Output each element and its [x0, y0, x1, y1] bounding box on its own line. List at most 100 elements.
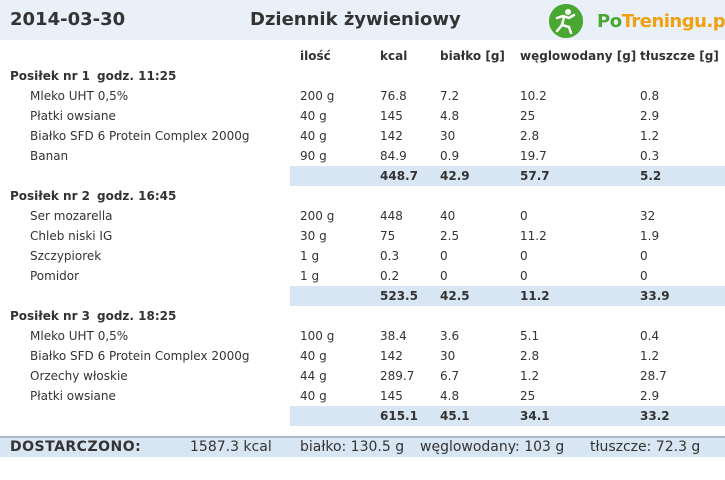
total-protein: 42.9 — [440, 169, 470, 183]
logo-text: PoTreningu.pl — [597, 11, 725, 32]
cell-kcal: 0.2 — [380, 269, 400, 283]
cell-fat: 2.9 — [640, 109, 660, 123]
meal-time: godz. 11:25 — [97, 69, 177, 83]
table-row: Mleko UHT 0,5% 100 g 38.4 3.6 5.1 0.4 — [0, 326, 725, 346]
cell-carbs: 0 — [520, 269, 528, 283]
total-carbs: 11.2 — [520, 289, 550, 303]
food-name: Białko SFD 6 Protein Complex 2000g — [30, 129, 250, 143]
cell-qty: 90 g — [300, 149, 327, 163]
cell-qty: 200 g — [300, 209, 335, 223]
table-row: Płatki owsiane 40 g 145 4.8 25 2.9 — [0, 106, 725, 126]
column-header-row: ilość kcal białko [g] węglowodany [g] tł… — [0, 46, 725, 66]
total-protein: 45.1 — [440, 409, 470, 423]
column-header-fat: tłuszcze [g] — [640, 49, 719, 63]
food-name: Płatki owsiane — [30, 389, 116, 403]
meal-total-row: 448.7 42.9 57.7 5.2 — [0, 166, 725, 186]
cell-kcal: 145 — [380, 109, 403, 123]
cell-kcal: 142 — [380, 349, 403, 363]
food-name: Orzechy włoskie — [30, 369, 128, 383]
meal-total-row: 615.1 45.1 34.1 33.2 — [0, 406, 725, 426]
cell-fat: 0.3 — [640, 149, 660, 163]
food-name: Białko SFD 6 Protein Complex 2000g — [30, 349, 250, 363]
table-row: Białko SFD 6 Protein Complex 2000g 40 g 14… — [0, 126, 725, 146]
cell-carbs: 5.1 — [520, 329, 540, 343]
table-row: Pomidor 1 g 0.2 0 0 0 — [0, 266, 725, 286]
cell-fat: 0 — [640, 249, 648, 263]
cell-kcal: 145 — [380, 389, 403, 403]
summary-carbs: węglowodany: 103 g — [420, 439, 565, 455]
cell-protein: 40 — [440, 209, 456, 223]
food-name: Szczypiorek — [30, 249, 102, 263]
cell-kcal: 142 — [380, 129, 403, 143]
potreningu-logo[interactable]: PoTreningu.pl — [549, 2, 725, 38]
cell-kcal: 76.8 — [380, 89, 407, 103]
table-row: Orzechy włoskie 44 g 289.7 6.7 1.2 28.7 — [0, 366, 725, 386]
cell-carbs: 0 — [520, 249, 528, 263]
table-row: Szczypiorek 1 g 0.3 0 0 0 — [0, 246, 725, 266]
column-header-qty: ilość — [300, 49, 331, 63]
total-band — [290, 286, 725, 306]
header-bar: 2014-03-30 Dziennik żywieniowy PoTrening… — [0, 0, 725, 40]
cell-protein: 0 — [440, 249, 448, 263]
cell-carbs: 19.7 — [520, 149, 547, 163]
table-row: Białko SFD 6 Protein Complex 2000g 40 g 14… — [0, 346, 725, 366]
cell-kcal: 448 — [380, 209, 403, 223]
total-kcal: 615.1 — [380, 409, 418, 423]
cell-fat: 1.2 — [640, 129, 660, 143]
cell-qty: 200 g — [300, 89, 335, 103]
cell-carbs: 11.2 — [520, 229, 547, 243]
food-name: Mleko UHT 0,5% — [30, 329, 129, 343]
cell-kcal: 289.7 — [380, 369, 415, 383]
cell-kcal: 38.4 — [380, 329, 407, 343]
cell-protein: 0 — [440, 269, 448, 283]
cell-protein: 7.2 — [440, 89, 460, 103]
table-row: Płatki owsiane 40 g 145 4.8 25 2.9 — [0, 386, 725, 406]
cell-qty: 44 g — [300, 369, 327, 383]
cell-fat: 1.2 — [640, 349, 660, 363]
cell-qty: 100 g — [300, 329, 335, 343]
meal-header: Posiłek nr 3 godz. 18:25 — [0, 306, 725, 326]
summary-protein: białko: 130.5 g — [300, 439, 405, 455]
cell-carbs: 25 — [520, 389, 536, 403]
meal-time: godz. 16:45 — [97, 189, 177, 203]
food-name: Banan — [30, 149, 69, 163]
cell-protein: 30 — [440, 349, 456, 363]
cell-qty: 40 g — [300, 349, 327, 363]
runner-icon — [549, 4, 583, 38]
meal-title: Posiłek nr 2 — [10, 189, 91, 203]
logo-text-rest: Treningu.pl — [621, 11, 725, 32]
food-name: Pomidor — [30, 269, 80, 283]
meal-title: Posiłek nr 1 — [10, 69, 91, 83]
cell-carbs: 10.2 — [520, 89, 547, 103]
meal-total-row: 523.5 42.5 11.2 33.9 — [0, 286, 725, 306]
cell-protein: 3.6 — [440, 329, 460, 343]
total-band — [290, 406, 725, 426]
cell-kcal: 84.9 — [380, 149, 407, 163]
cell-qty: 1 g — [300, 269, 320, 283]
table-row: Banan 90 g 84.9 0.9 19.7 0.3 — [0, 146, 725, 166]
summary-kcal: 1587.3 kcal — [190, 439, 272, 455]
cell-qty: 40 g — [300, 109, 327, 123]
total-fat: 33.2 — [640, 409, 670, 423]
cell-fat: 0.4 — [640, 329, 660, 343]
meal-header: Posiłek nr 2 godz. 16:45 — [0, 186, 725, 206]
total-kcal: 523.5 — [380, 289, 418, 303]
cell-kcal: 0.3 — [380, 249, 400, 263]
total-kcal: 448.7 — [380, 169, 418, 183]
column-header-protein: białko [g] — [440, 49, 505, 63]
summary-bar: DOSTARCZONO: 1587.3 kcal białko: 130.5 g… — [0, 436, 725, 457]
summary-label: DOSTARCZONO: — [10, 439, 142, 455]
total-fat: 5.2 — [640, 169, 662, 183]
food-name: Płatki owsiane — [30, 109, 116, 123]
cell-kcal: 75 — [380, 229, 396, 243]
cell-protein: 4.8 — [440, 389, 460, 403]
cell-fat: 2.9 — [640, 389, 660, 403]
cell-fat: 0.8 — [640, 89, 660, 103]
food-name: Ser mozarella — [30, 209, 113, 223]
food-name: Mleko UHT 0,5% — [30, 89, 129, 103]
cell-qty: 40 g — [300, 129, 327, 143]
cell-protein: 0.9 — [440, 149, 460, 163]
cell-fat: 0 — [640, 269, 648, 283]
column-header-kcal: kcal — [380, 49, 408, 63]
total-band — [290, 166, 725, 186]
